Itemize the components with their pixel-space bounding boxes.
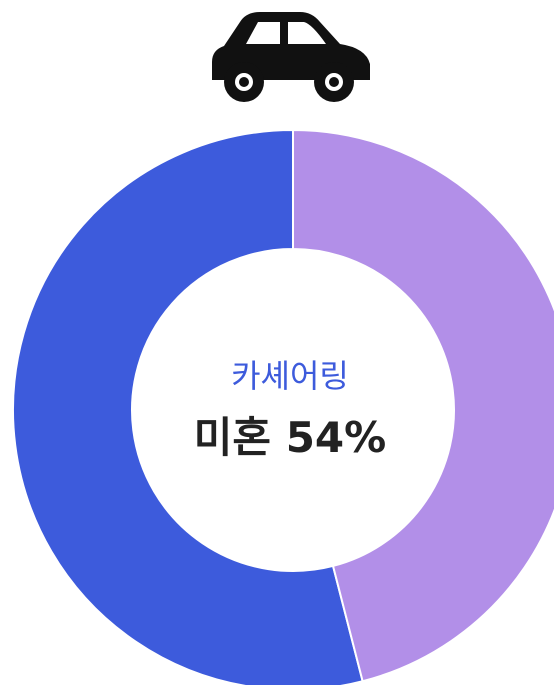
category-label: 미혼: [194, 413, 271, 462]
donut-segment: [292, 128, 554, 683]
center-label: 미혼 54%: [194, 413, 386, 462]
donut-segment: [12, 128, 364, 685]
donut: [12, 128, 554, 685]
value-label: 54%: [286, 413, 387, 462]
car-icon: [212, 12, 370, 102]
center-title: 카셰어링: [231, 357, 349, 395]
